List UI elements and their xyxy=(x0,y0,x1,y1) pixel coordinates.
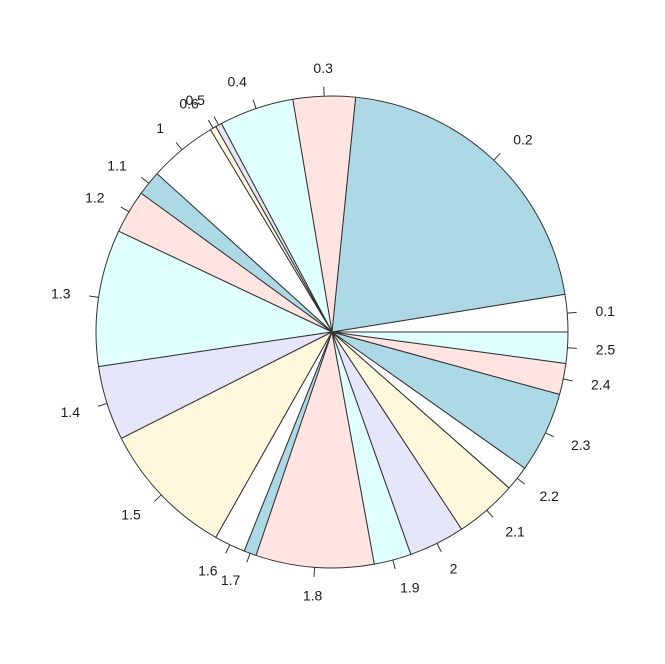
slice-label-1: 1 xyxy=(156,120,164,136)
slice-label-1-8: 1.8 xyxy=(303,588,323,604)
label-tick-1-4 xyxy=(97,402,108,407)
label-tick-0-1 xyxy=(567,311,577,314)
slice-label-2-1: 2.1 xyxy=(505,524,525,540)
label-tick-1-5 xyxy=(154,494,162,502)
label-tick-1 xyxy=(175,142,183,151)
slice-label-0-6: 0.6 xyxy=(179,96,199,112)
slice-label-0-4: 0.4 xyxy=(228,74,248,90)
pie-slices xyxy=(95,95,569,569)
label-tick-2 xyxy=(436,543,442,553)
label-tick-0-6 xyxy=(207,119,214,129)
slice-label-1-2: 1.2 xyxy=(85,189,105,205)
slice-label-1-4: 1.4 xyxy=(61,404,81,420)
slice-label-1-9: 1.9 xyxy=(400,579,420,595)
slice-label-2-4: 2.4 xyxy=(591,377,611,393)
slice-label-1-1: 1.1 xyxy=(107,157,127,173)
label-tick-1-3 xyxy=(89,295,99,298)
pie-slice-1-5 xyxy=(120,331,333,538)
label-tick-1-8 xyxy=(313,567,316,577)
slice-label-0-1: 0.1 xyxy=(595,303,615,319)
slice-label-0-2: 0.2 xyxy=(513,132,533,148)
slice-label-0-3: 0.3 xyxy=(313,60,333,76)
slice-label-1-6: 1.6 xyxy=(198,562,218,578)
slice-label-2-3: 2.3 xyxy=(571,437,591,453)
label-tick-1-1 xyxy=(141,176,150,184)
slice-label-1-5: 1.5 xyxy=(121,506,141,522)
label-tick-2-3 xyxy=(545,432,555,438)
slice-label-1-3: 1.3 xyxy=(51,285,71,301)
label-tick-2-4 xyxy=(563,378,573,382)
label-tick-1-9 xyxy=(392,559,396,570)
pie-slice-0-2 xyxy=(331,96,566,333)
slice-label-2-5: 2.5 xyxy=(596,342,616,358)
slice-labels: 0.1 0.2 0.3 0.4 0.50.6 1 1.11.2 1.3 1.4 1.5 1.61.7… xyxy=(51,60,615,604)
label-tick-0-2 xyxy=(493,152,501,161)
slice-label-0-5: 0.5 xyxy=(186,92,206,108)
label-tick-1-7 xyxy=(246,553,251,563)
slice-label-2-2: 2.2 xyxy=(539,488,559,504)
label-tick-2-1 xyxy=(486,509,494,518)
slice-label-2: 2 xyxy=(450,561,458,577)
label-tick-1-6 xyxy=(225,544,231,554)
slice-label-1-7: 1.7 xyxy=(221,572,241,588)
label-tick-0-4 xyxy=(252,99,257,109)
label-ticks xyxy=(89,86,577,577)
label-tick-1-2 xyxy=(120,206,130,213)
pie-slice-1-3 xyxy=(95,230,333,368)
label-tick-0-5 xyxy=(213,116,220,126)
label-tick-2-5 xyxy=(567,347,577,349)
label-tick-2-2 xyxy=(516,477,525,485)
